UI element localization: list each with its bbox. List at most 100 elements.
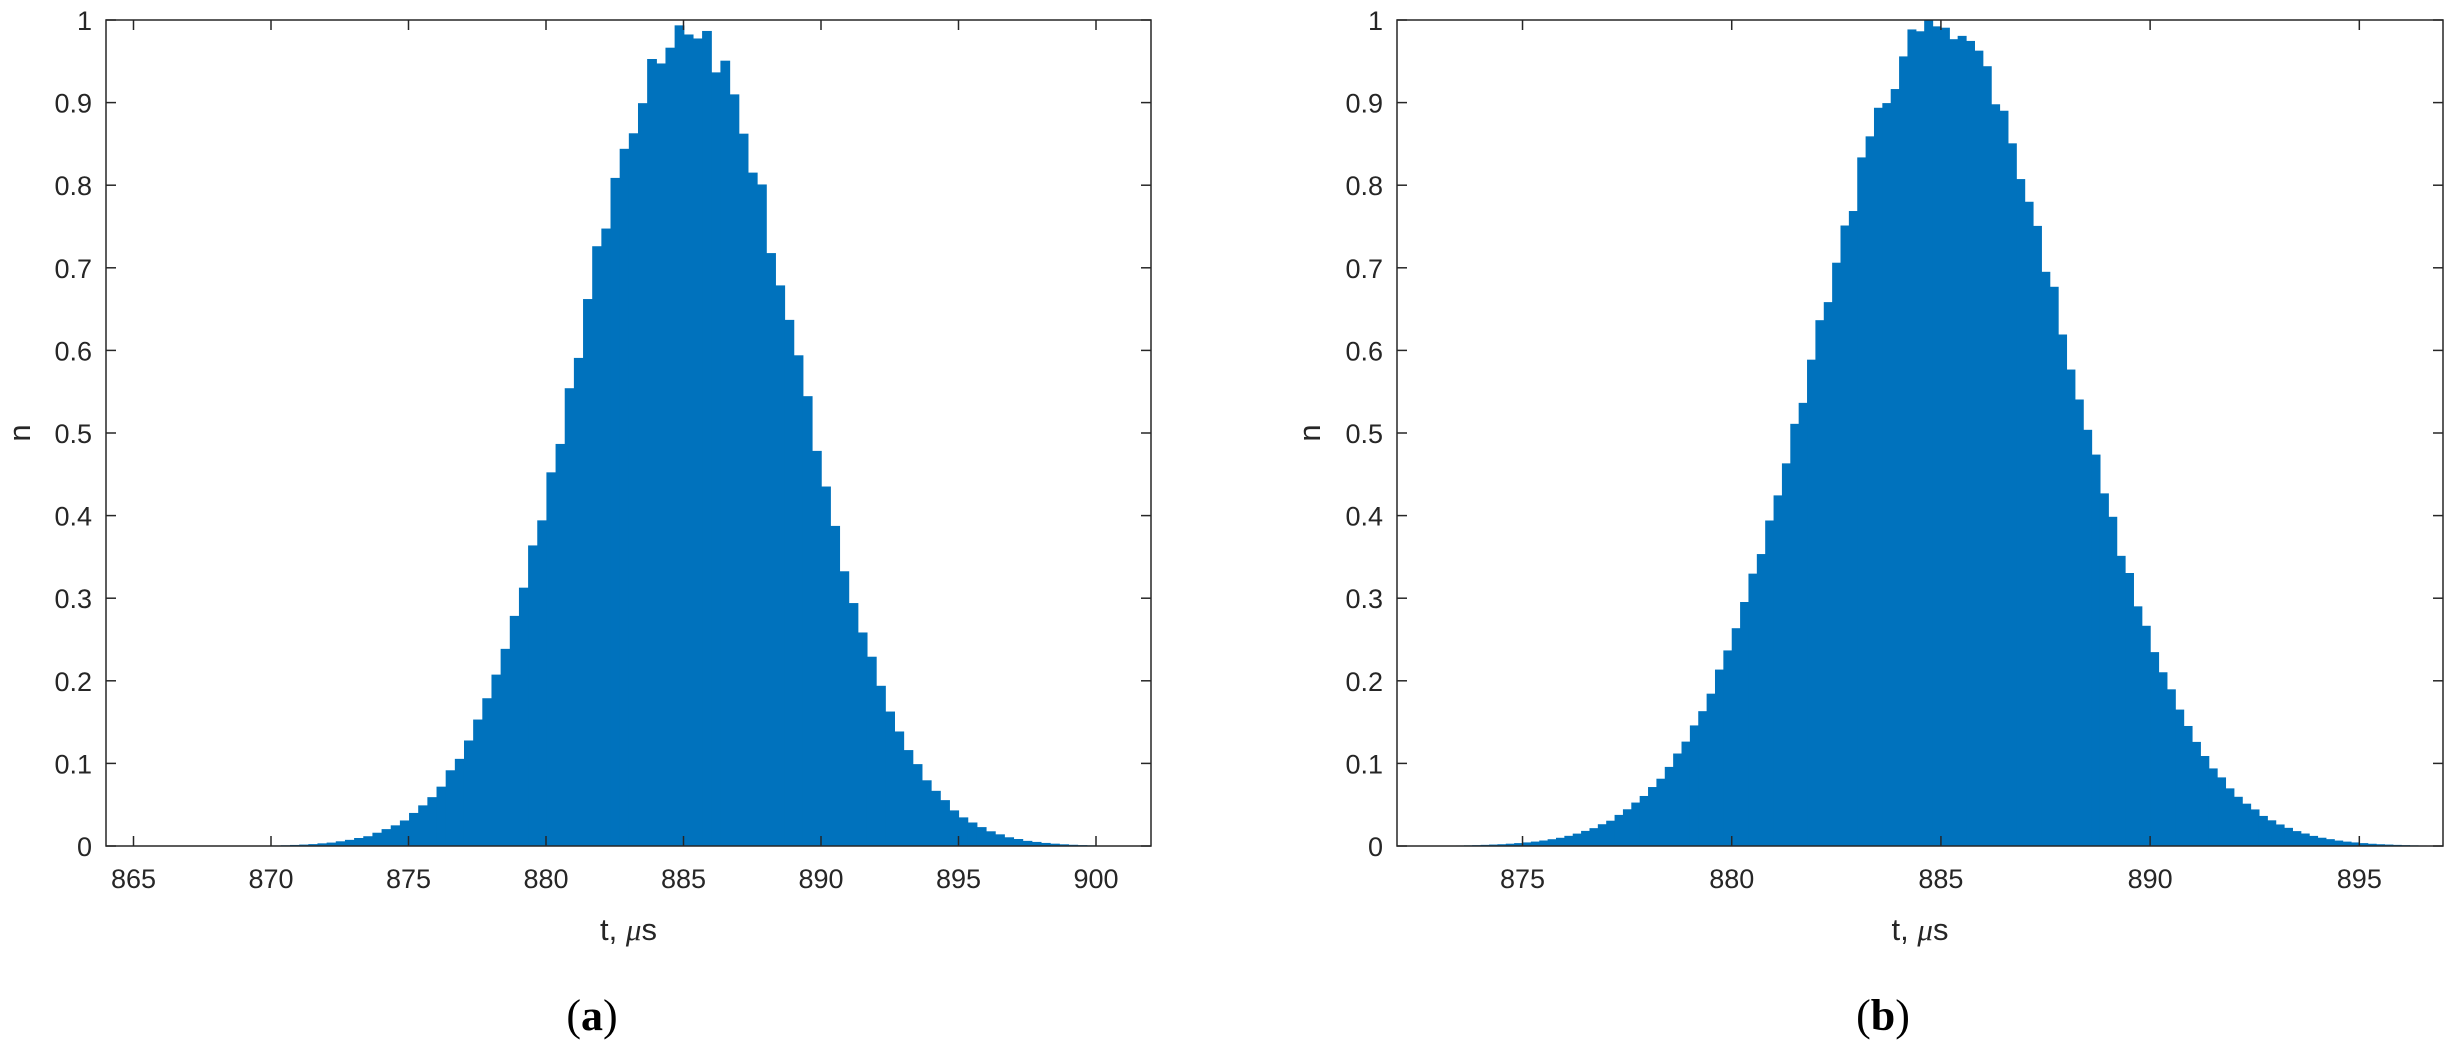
histogram-bar [1907,29,1917,846]
y-tick-label: 0.4 [54,502,92,532]
histogram-bar [876,685,886,846]
histogram-bar [1882,103,1892,846]
histogram-bar [491,674,502,846]
histogram-bar [757,184,767,846]
histogram-bar [1848,211,1858,846]
histogram-bar [344,839,355,846]
histogram-bar [381,829,392,846]
y-tick-label: 0.5 [1345,419,1383,449]
histogram-bar [1873,107,1883,846]
histogram-bar [1606,820,1616,846]
histogram-bar [628,133,639,846]
histogram-bar [463,740,474,846]
histogram-bar [2275,824,2285,846]
histogram-bar [738,133,749,846]
histogram-bar [555,443,566,846]
histogram-bar [354,837,364,846]
histogram-bar [720,60,731,846]
histogram-bar [1949,39,1959,846]
y-tick-label: 0.5 [54,419,92,449]
histogram-bar [500,648,511,846]
histogram-bar [1656,778,1666,846]
y-axis-label: n [2,424,37,441]
histogram-bar [363,836,374,846]
histogram-bar [1714,669,1724,846]
histogram-bar [610,177,621,846]
histogram-bar [894,731,905,846]
panel-caption: (b) [1856,991,1910,1040]
histogram-bar [1514,843,1524,846]
histogram-bar [436,786,447,846]
histogram-bar [317,843,328,846]
x-tick-label: 870 [248,864,293,894]
histogram-bar [1832,262,1842,846]
y-tick-label: 0.4 [1345,502,1383,532]
histogram-bar [1756,554,1766,846]
histogram-bar [1865,136,1875,846]
panel-caption: (a) [566,991,617,1040]
histogram-bar [482,698,493,846]
histogram-bar [830,525,841,846]
histogram-bar [1773,495,1783,846]
histogram-bar [1940,27,1950,846]
histogram-bar [2166,689,2176,846]
histogram-bar [674,25,685,846]
histogram-bar [619,148,630,846]
histogram-bar [2049,286,2059,846]
histogram-bar [2367,843,2377,846]
histogram-bar [1731,628,1741,846]
histogram-bar [729,94,740,846]
x-axis-label-unit: s [641,912,657,947]
x-axis-label: t, μs [1892,912,1949,947]
histogram-bar [2083,429,2093,846]
histogram-bar [1539,840,1549,846]
histogram-bar [1597,824,1607,846]
histogram-bar [821,486,831,846]
histogram-bar [793,355,804,846]
histogram-bar [308,844,319,846]
histogram-bar [2016,179,2026,846]
histogram-bar [2217,777,2227,846]
histogram-bar [528,545,538,846]
y-tick-label: 1 [1368,6,1383,36]
y-tick-label: 0.6 [1345,336,1383,366]
y-tick-label: 0 [1368,832,1383,862]
histogram-bar [2032,225,2042,846]
histogram-bar [931,790,941,846]
y-tick-label: 0.8 [1345,171,1383,201]
y-axis-label: n [1292,424,1327,441]
histogram-bar [1031,841,1042,846]
histogram-bar [564,388,575,846]
histogram-bar [2175,709,2185,846]
x-tick-label: 900 [1073,864,1118,894]
histogram-bar [427,797,438,846]
x-tick-label: 880 [1709,864,1754,894]
chart-panel-b: 0 0.1 0.2 0.3 0.4 0.5 0.6 0.7 0.8 0.9 1 875 880 885 89… [1292,6,2444,1040]
histogram-bar [1040,842,1051,846]
histogram-bar [885,711,895,846]
x-tick-label: 890 [2128,864,2173,894]
histogram-bar [811,450,822,846]
y-tick-label: 0.2 [1345,667,1383,697]
histogram-bar [1781,463,1791,846]
histogram-bar [2359,843,2369,846]
histogram-bar [866,656,877,846]
histogram-bar [692,38,703,846]
histogram-bar [583,299,593,846]
x-tick-label: 880 [523,864,568,894]
histogram-bar [2074,399,2084,846]
histogram-bars [271,25,1106,846]
histogram-bar [1790,423,1800,846]
x-tick-label: 875 [1500,864,1545,894]
histogram-bar [1673,753,1683,846]
histogram-bar [1840,225,1850,846]
histogram-bar [454,758,465,846]
histogram-bar [2024,201,2034,846]
histogram-bar [1059,844,1069,846]
histogram-bar [2007,143,2017,846]
histogram-bar [1748,573,1758,846]
histogram-bar [1497,844,1507,846]
histogram-bar [2200,756,2210,846]
histogram-bar [683,34,694,846]
histogram-bar [637,103,648,846]
